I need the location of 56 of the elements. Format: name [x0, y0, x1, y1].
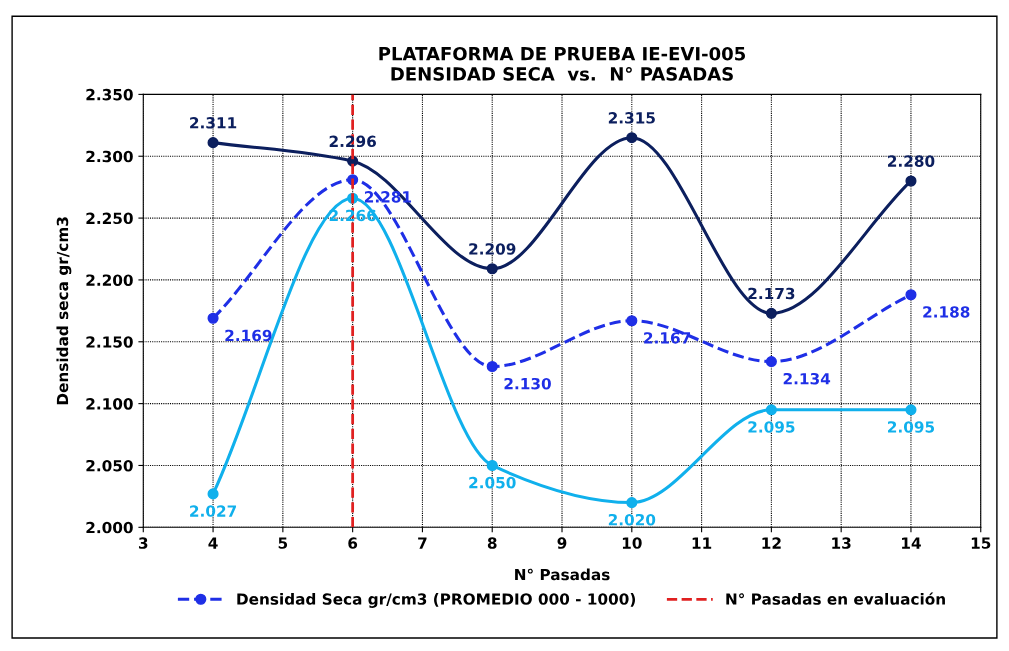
x-tick-label: 12	[762, 537, 781, 549]
y-tick-label: 2.000	[86, 521, 133, 534]
y-tick-label: 2.350	[86, 88, 133, 101]
point	[765, 307, 777, 319]
point	[207, 312, 219, 324]
data-label: 2.188	[923, 306, 970, 318]
point	[626, 315, 638, 327]
x-tick-label: 10	[622, 537, 642, 549]
legend-label: N° Pasadas en evaluación	[726, 592, 945, 605]
data-label: 2.169	[225, 329, 272, 342]
data-label: 2.173	[748, 287, 795, 300]
point	[626, 132, 638, 144]
x-tick-label: 7	[418, 537, 427, 549]
point	[207, 137, 219, 149]
data-label: 2.209	[469, 243, 516, 255]
data-label: 2.095	[748, 421, 795, 433]
point	[207, 488, 219, 500]
data-label: 2.050	[469, 476, 516, 489]
data-label: 2.311	[190, 117, 237, 129]
data-label: 2.130	[504, 377, 551, 390]
chart-title: PLATAFORMA DE PRUEBA IE-EVI-005 DENSIDAD SECA vs. N° PASADAS	[379, 46, 746, 81]
data-label: 2.167	[644, 332, 691, 344]
x-tick-label: 15	[971, 537, 991, 549]
x-tick-label: 8	[487, 537, 497, 549]
x-tick-label: 11	[692, 537, 712, 549]
y-tick-label: 2.300	[86, 150, 133, 163]
y-axis-title: Densidad seca gr/cm3	[56, 217, 72, 405]
data-label: 2.315	[608, 112, 655, 124]
y-tick-label: 2.100	[86, 398, 133, 410]
legend-label: Densidad Seca gr/cm3 (PROMEDIO 000 - 1000)	[237, 593, 636, 608]
data-label: 2.095	[888, 421, 935, 433]
y-tick-label: 2.200	[86, 274, 133, 286]
data-label: 2.280	[888, 155, 935, 167]
point	[905, 175, 917, 187]
x-tick-label: 5	[278, 537, 288, 549]
data-label: 2.020	[608, 513, 656, 526]
x-tick-label: 4	[208, 537, 218, 549]
data-label: 2.027	[190, 505, 237, 517]
y-tick-label: 2.250	[86, 212, 133, 225]
y-tick-label: 2.050	[86, 459, 133, 472]
x-tick-label: 9	[557, 537, 567, 549]
x-axis-title: N° Pasadas	[515, 568, 610, 581]
point	[486, 263, 498, 275]
point	[765, 404, 777, 416]
point	[486, 360, 498, 373]
data-label: 2.134	[783, 372, 831, 385]
x-tick-label: 3	[138, 537, 148, 549]
point	[765, 356, 777, 368]
y-tick-label: 2.150	[86, 336, 133, 348]
x-tick-label: 6	[348, 537, 358, 549]
point	[905, 404, 917, 416]
x-tick-label: 14	[902, 537, 921, 549]
point	[626, 497, 638, 509]
point	[486, 459, 498, 472]
x-tick-label: 13	[832, 537, 851, 549]
point	[905, 289, 917, 301]
